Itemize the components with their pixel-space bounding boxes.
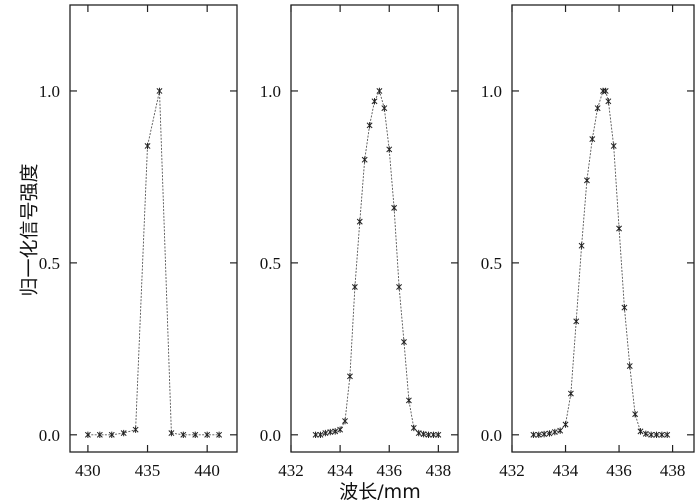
data-point (632, 410, 639, 418)
data-point (415, 429, 422, 437)
data-point (573, 318, 580, 325)
data-point (583, 177, 590, 184)
data-point (621, 304, 628, 311)
chart-panel-3: 432 434 436 438 0.0 0.5 1.0 (481, 4, 695, 480)
data-point (535, 431, 542, 439)
data-point (602, 87, 609, 95)
chart-panel-1: 430 435 440 0.0 0.5 1.0 (39, 4, 238, 480)
y-tick-label: 1.0 (481, 82, 502, 101)
x-tick-label: 435 (135, 461, 161, 480)
data-point (410, 424, 417, 432)
data-point (589, 135, 596, 143)
plot-frame (290, 4, 459, 453)
data-point (361, 156, 368, 163)
data-point (425, 431, 432, 439)
data-point (168, 429, 175, 437)
y-tick-label: 0.0 (481, 426, 502, 445)
y-tick-label: 1.0 (260, 82, 281, 101)
data-point (204, 431, 211, 439)
data-point (420, 430, 427, 438)
data-point (594, 104, 601, 112)
data-point (381, 104, 388, 112)
x-tick-label: 438 (660, 461, 686, 480)
data-point (530, 431, 537, 439)
data-point (562, 421, 569, 428)
data-point (371, 98, 378, 105)
data-point (430, 431, 437, 439)
data-point (616, 225, 623, 232)
y-tick-label: 0.0 (39, 426, 60, 445)
data-point (322, 429, 329, 437)
data-point (327, 428, 334, 436)
x-tick-label: 434 (327, 461, 353, 480)
data-point (376, 87, 383, 95)
data-point (653, 431, 660, 439)
x-tick-label: 434 (553, 461, 579, 480)
data-point (144, 142, 151, 150)
x-tick-label: 432 (278, 461, 304, 480)
data-point (180, 431, 187, 439)
y-axis-label: 归一化信号强度 (19, 163, 41, 296)
data-point (391, 204, 398, 212)
data-point (96, 431, 103, 439)
data-point (351, 283, 358, 291)
data-point (642, 430, 649, 437)
x-tick-label: 436 (606, 461, 632, 480)
data-point (405, 397, 412, 404)
data-point (342, 417, 348, 425)
x-axis-label: 波长/mm (339, 481, 420, 503)
y-tick-label: 0.5 (260, 254, 281, 273)
series-line (315, 89, 439, 436)
chart-panel-2: 432 434 436 438 0.0 0.5 1.0 (260, 4, 459, 480)
data-point (356, 218, 363, 225)
series-line (87, 90, 220, 436)
data-point (386, 146, 393, 153)
data-point (605, 98, 612, 105)
x-tick-label: 432 (499, 461, 525, 480)
y-tick-label: 1.0 (39, 82, 60, 101)
data-point (557, 427, 564, 434)
x-tick-label: 438 (426, 461, 452, 480)
data-point (216, 431, 223, 439)
data-point (312, 431, 319, 439)
y-tick-label: 0.5 (39, 254, 60, 273)
x-tick-label: 436 (376, 461, 402, 480)
data-point (108, 431, 115, 439)
data-point (366, 122, 373, 129)
data-point (578, 242, 585, 249)
data-point (337, 426, 344, 433)
x-tick-label: 440 (194, 461, 220, 480)
data-point (567, 390, 574, 397)
data-point (192, 431, 199, 439)
data-point (120, 429, 127, 437)
data-point (637, 428, 644, 435)
data-point (648, 431, 655, 439)
data-point (664, 431, 671, 439)
data-point (541, 430, 548, 438)
data-point (551, 428, 558, 436)
data-point (156, 87, 163, 95)
data-point (610, 142, 617, 150)
series-line (533, 90, 668, 436)
data-point (132, 426, 139, 433)
data-point (317, 431, 324, 439)
data-point (435, 431, 442, 439)
data-point (401, 338, 407, 346)
x-tick-label: 430 (75, 461, 101, 480)
plot-frame (69, 4, 238, 453)
y-tick-label: 0.0 (260, 426, 281, 445)
data-point (658, 431, 665, 439)
data-point (546, 430, 553, 437)
y-tick-label: 0.5 (481, 254, 502, 273)
data-point (626, 362, 633, 370)
data-point (396, 283, 403, 291)
data-point (84, 431, 91, 439)
data-point (332, 428, 339, 435)
plot-frame (511, 4, 695, 453)
data-point (346, 373, 353, 380)
